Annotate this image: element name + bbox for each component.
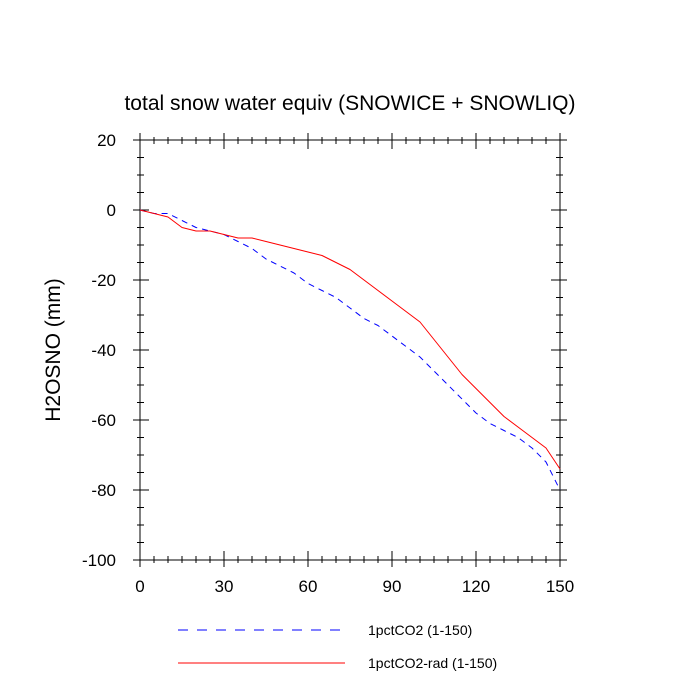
series-line-1: [139, 209, 561, 491]
series-layer: [139, 209, 561, 491]
series-line-2: [139, 209, 561, 470]
axis-ticks: [133, 133, 567, 567]
x-tick-label: 150: [546, 577, 574, 596]
x-tick-label: 0: [135, 577, 144, 596]
plot-frame: [139, 139, 561, 561]
x-tick-label: 90: [383, 577, 402, 596]
axis-tick-labels: 0 30 60 90 120 150 20 0 -20 -40 -60 -80 -100: [82, 131, 574, 596]
y-tick-label: -80: [91, 481, 116, 500]
x-tick-label: 120: [462, 577, 490, 596]
x-tick-label: 60: [299, 577, 318, 596]
y-tick-label: -20: [91, 271, 116, 290]
y-axis-label: H2OSNO (mm): [42, 278, 65, 422]
x-tick-label: 30: [215, 577, 234, 596]
legend-label-1: 1pctCO2 (1-150): [368, 622, 472, 638]
legend: 1pctCO2 (1-150) 1pctCO2-rad (1-150): [178, 622, 497, 671]
y-tick-label: 20: [97, 131, 116, 150]
y-tick-label: -40: [91, 341, 116, 360]
legend-label-2: 1pctCO2-rad (1-150): [368, 655, 497, 671]
y-tick-label: -100: [82, 551, 116, 570]
y-tick-label: 0: [107, 201, 116, 220]
chart-title: total snow water equiv (SNOWICE + SNOWLI…: [124, 92, 575, 115]
y-tick-label: -60: [91, 411, 116, 430]
